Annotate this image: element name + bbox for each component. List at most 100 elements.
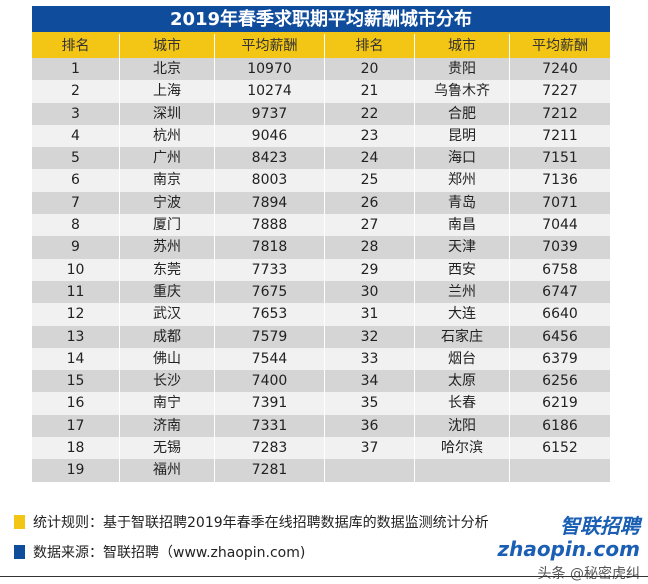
table-cell: 31 xyxy=(325,303,415,326)
table-cell: 烟台 xyxy=(415,347,510,371)
table-cell: 30 xyxy=(325,280,415,304)
table-cell: 22 xyxy=(325,102,415,125)
table-cell: 7227 xyxy=(542,83,578,100)
table-cell: 杭州 xyxy=(120,124,215,148)
table-cell: 5 xyxy=(32,147,120,170)
table-cell: 大连 xyxy=(415,303,510,326)
table-cell: 贵阳 xyxy=(415,58,510,81)
table-row: 5 广州 8423 24 海口 7151 xyxy=(32,147,610,170)
logo-en: zhaopin.com xyxy=(497,537,640,561)
table-cell: 7240 xyxy=(542,61,578,77)
table-cell: 7894 xyxy=(215,191,325,215)
header-cell: 城市 xyxy=(120,34,215,58)
table-cell: 34 xyxy=(325,370,415,393)
table-row: 16 南宁 7391 35 长春 6219 xyxy=(32,392,610,415)
table-cell xyxy=(415,459,510,482)
table-cell: 海口 xyxy=(415,147,510,170)
table-cell: 6456 xyxy=(542,328,578,345)
table-cell: 南京 xyxy=(120,169,215,192)
table-cell: 6 xyxy=(32,169,120,192)
table-cell: 合肥 xyxy=(415,102,510,125)
watermark: 头条 @秘密虎纠 xyxy=(537,566,640,582)
table-cell: 16 xyxy=(32,392,120,415)
table-cell: 6219 xyxy=(542,395,578,412)
table-cell xyxy=(510,459,610,481)
table-row: 3 深圳 9737 22 合肥 7212 xyxy=(32,102,610,125)
table-cell: 7733 xyxy=(215,258,325,281)
table-cell: 32 xyxy=(325,325,415,348)
table-cell: 乌鲁木齐 xyxy=(415,80,510,103)
table-cell: 兰州 xyxy=(415,280,510,304)
table-cell: 8 xyxy=(32,214,120,237)
table-cell: 21 xyxy=(325,80,415,103)
table-cell: 长春 xyxy=(415,392,510,415)
table-cell: 10 xyxy=(32,258,120,281)
table-cell: 7 xyxy=(32,191,120,215)
table-cell: 17 xyxy=(32,414,120,438)
table-cell: 青岛 xyxy=(415,191,510,215)
table-cell: 8423 xyxy=(215,147,325,170)
table-cell: 6152 xyxy=(542,440,578,457)
table-cell: 23 xyxy=(325,124,415,148)
blue-square-icon xyxy=(14,545,25,559)
table-cell: 石家庄 xyxy=(415,325,510,348)
table-cell: 25 xyxy=(325,169,415,192)
table-cell: 1 xyxy=(32,58,120,81)
table-title: 2019年春季求职期平均薪酬城市分布 xyxy=(32,6,610,34)
table-cell: 重庆 xyxy=(120,280,215,304)
table-cell: 8003 xyxy=(215,169,325,192)
table-cell: 11 xyxy=(32,280,120,304)
table-cell: 19 xyxy=(32,459,120,482)
table-cell: 武汉 xyxy=(120,303,215,326)
table-cell: 7544 xyxy=(215,347,325,371)
footer-source: 数据来源：智联招聘（www.zhaopin.com) xyxy=(14,542,305,562)
table-cell: 7151 xyxy=(542,150,578,167)
table-cell: 厦门 xyxy=(120,214,215,237)
table-row: 7 宁波 7894 26 青岛 7071 xyxy=(32,191,610,215)
table-row: 19 福州 7281 xyxy=(32,459,610,482)
divider xyxy=(0,576,648,577)
header-cell: 城市 xyxy=(415,34,510,58)
table-cell: 7579 xyxy=(215,325,325,348)
table-cell: 10274 xyxy=(215,80,325,103)
table-cell: 哈尔滨 xyxy=(415,437,510,460)
table-cell: 佛山 xyxy=(120,347,215,371)
header-cell: 排名 xyxy=(325,34,415,58)
table-cell: 成都 xyxy=(120,325,215,348)
table-cell: 6256 xyxy=(542,373,578,390)
table-cell: 宁波 xyxy=(120,191,215,215)
table-cell: 上海 xyxy=(120,80,215,103)
table-cell: 10970 xyxy=(215,58,325,81)
table-cell: 35 xyxy=(325,392,415,415)
table-cell: 7400 xyxy=(215,370,325,393)
table-cell: 27 xyxy=(325,214,415,237)
table-cell: 西安 xyxy=(415,258,510,281)
table-cell: 28 xyxy=(325,236,415,259)
table-row: 9 苏州 7818 28 天津 7039 xyxy=(32,236,610,259)
table-cell: 14 xyxy=(32,347,120,371)
table-row: 1 北京 10970 20 贵阳 7240 xyxy=(32,58,610,81)
table-cell: 6758 xyxy=(542,261,578,278)
table-cell: 无锡 xyxy=(120,437,215,460)
table-cell: 南宁 xyxy=(120,392,215,415)
table-cell: 沈阳 xyxy=(415,414,510,438)
table-cell: 7039 xyxy=(542,239,578,256)
table-cell: 7044 xyxy=(542,217,578,234)
table-row: 6 南京 8003 25 郑州 7136 xyxy=(32,169,610,192)
header-cell: 平均薪酬 xyxy=(215,34,325,58)
table-cell: 7888 xyxy=(215,214,325,237)
table-cell xyxy=(325,459,415,482)
table-cell: 18 xyxy=(32,437,120,460)
source-text: 数据来源：智联招聘（www.zhaopin.com) xyxy=(33,545,306,561)
table-cell: 7211 xyxy=(542,127,578,144)
table-row: 4 杭州 9046 23 昆明 7211 xyxy=(32,124,610,148)
table-cell: 7675 xyxy=(215,280,325,304)
table-cell: 天津 xyxy=(415,236,510,259)
table-row: 12 武汉 7653 31 大连 6640 xyxy=(32,303,610,326)
table-cell: 7212 xyxy=(542,105,578,122)
table-cell: 15 xyxy=(32,370,120,393)
yellow-square-icon xyxy=(14,515,25,529)
table-cell: 北京 xyxy=(120,58,215,81)
table-cell: 9737 xyxy=(215,102,325,125)
table-cell: 9 xyxy=(32,236,120,259)
